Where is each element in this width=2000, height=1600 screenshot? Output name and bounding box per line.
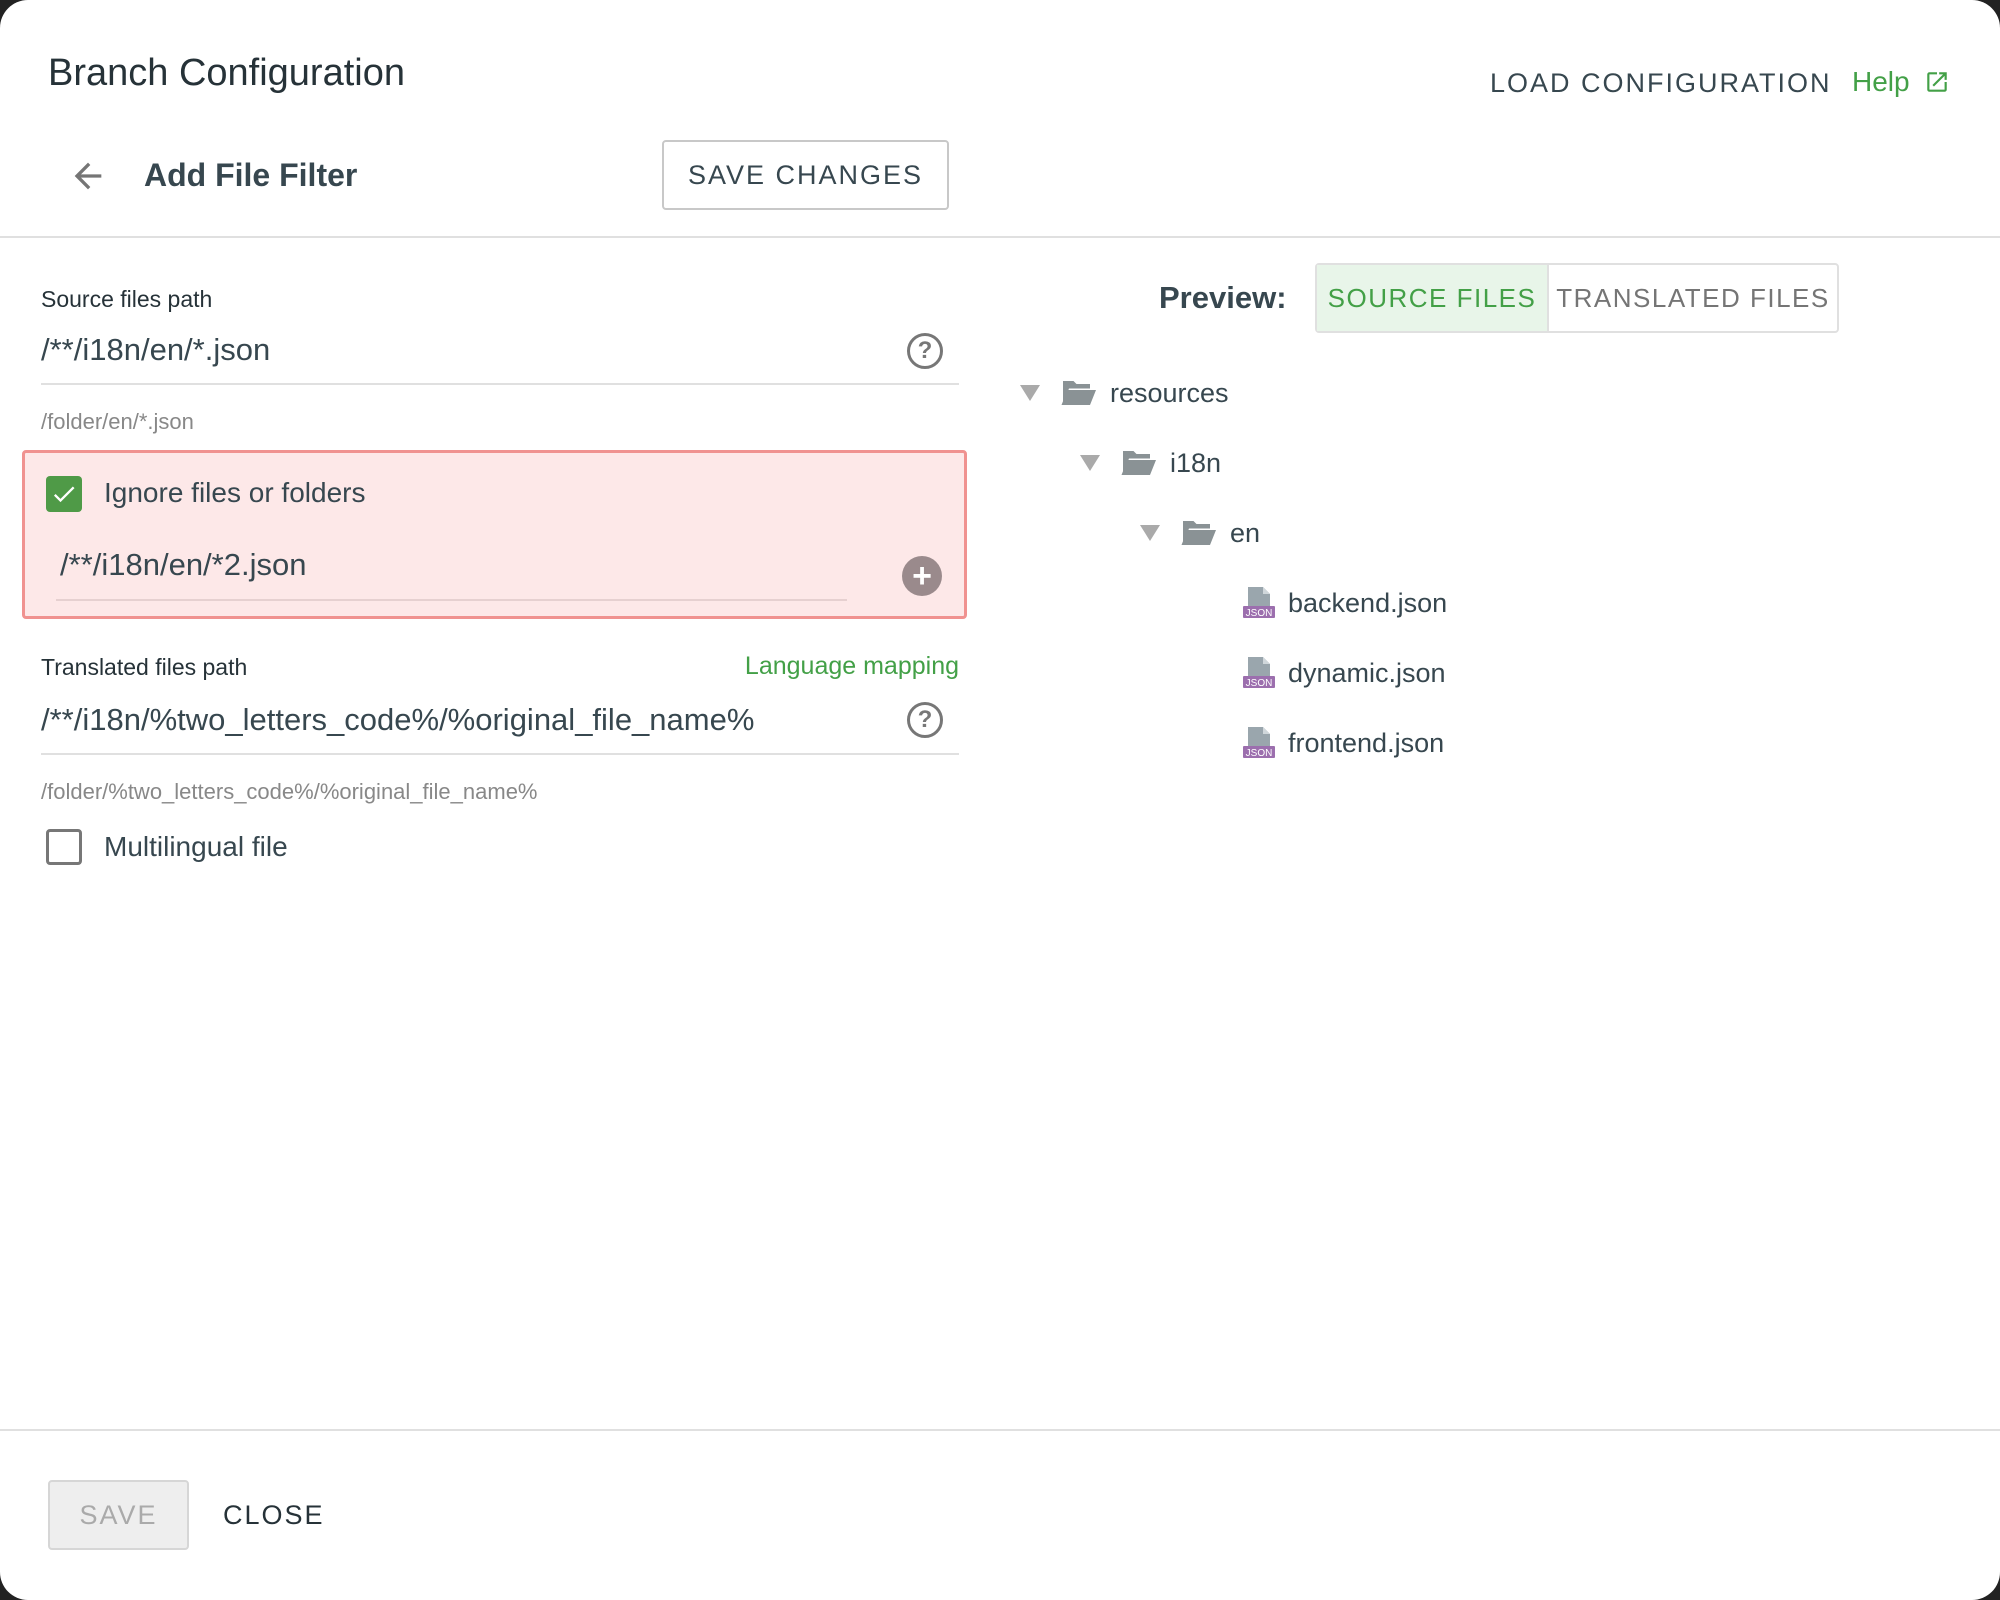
footer-divider (0, 1429, 2000, 1431)
translated-path-underline (41, 753, 959, 755)
source-path-underline (41, 383, 959, 385)
save-changes-button[interactable]: SAVE CHANGES (662, 140, 949, 210)
external-link-icon (1926, 72, 1947, 92)
close-button[interactable]: CLOSE (223, 1500, 325, 1530)
json-badge: JSON (1246, 748, 1273, 759)
source-path-hint: /folder/en/*.json (41, 409, 194, 434)
tree-file[interactable]: JSON frontend.json (1242, 723, 1444, 763)
ignore-pattern-underline (56, 599, 847, 601)
folder-open-icon (1181, 521, 1216, 545)
tab-source-files[interactable]: SOURCE FILES (1317, 265, 1549, 331)
multilingual-checkbox[interactable] (46, 829, 82, 865)
subheader-title: Add File Filter (144, 157, 358, 193)
caret-down-icon[interactable] (1020, 385, 1040, 401)
ignore-files-label: Ignore files or folders (104, 477, 366, 508)
caret-down-icon[interactable] (1080, 455, 1100, 471)
arrow-left-icon[interactable] (68, 156, 108, 196)
help-label: Help (1852, 66, 1910, 97)
file-name: dynamic.json (1288, 657, 1446, 688)
translated-path-input[interactable]: /**/i18n/%two_letters_code%/%original_fi… (41, 702, 755, 737)
preview-label: Preview: (1159, 280, 1287, 315)
json-file-icon: JSON (1243, 587, 1275, 619)
add-pattern-button[interactable]: + (902, 556, 942, 596)
json-badge: JSON (1246, 608, 1273, 619)
help-circle-icon[interactable]: ? (907, 702, 943, 738)
plus-icon: + (912, 557, 932, 595)
source-path-input[interactable]: /**/i18n/en/*.json (41, 332, 271, 367)
tree-folder[interactable]: i18n (1080, 443, 1221, 483)
preview-tabs: SOURCE FILES TRANSLATED FILES (1315, 263, 1839, 333)
folder-name: resources (1110, 377, 1229, 408)
folder-open-icon (1121, 451, 1156, 475)
language-mapping-link[interactable]: Language mapping (744, 652, 959, 680)
folder-name: i18n (1170, 447, 1222, 478)
load-configuration-button[interactable]: LOAD CONFIGURATION (1490, 68, 1832, 98)
help-circle-icon[interactable]: ? (907, 333, 943, 369)
tree-file[interactable]: JSON dynamic.json (1242, 653, 1446, 693)
source-path-label: Source files path (41, 286, 213, 312)
tree-folder[interactable]: en (1140, 513, 1260, 553)
dialog-title: Branch Configuration (48, 52, 405, 94)
folder-open-icon (1061, 381, 1096, 405)
help-link[interactable]: Help (1852, 66, 1950, 98)
translated-path-label: Translated files path (41, 654, 248, 680)
json-badge: JSON (1246, 678, 1273, 689)
ignore-files-checkbox[interactable] (46, 476, 82, 512)
folder-name: en (1230, 517, 1261, 548)
ignore-files-panel (22, 450, 967, 619)
json-file-icon: JSON (1243, 657, 1275, 689)
multilingual-label: Multilingual file (104, 831, 288, 862)
translated-path-hint: /folder/%two_letters_code%/%original_fil… (41, 779, 538, 804)
tree-file[interactable]: JSON backend.json (1242, 583, 1447, 623)
tab-translated-files[interactable]: TRANSLATED FILES (1556, 282, 1830, 313)
tree-folder[interactable]: resources (1020, 373, 1229, 413)
checkmark-icon (53, 486, 75, 503)
file-name: frontend.json (1288, 727, 1445, 758)
ignore-pattern-input[interactable]: /**/i18n/en/*2.json (60, 547, 307, 582)
caret-down-icon[interactable] (1140, 525, 1160, 541)
header-divider (0, 236, 2000, 238)
file-name: backend.json (1288, 587, 1448, 618)
save-button[interactable]: SAVE (48, 1480, 189, 1550)
json-file-icon: JSON (1243, 727, 1275, 759)
